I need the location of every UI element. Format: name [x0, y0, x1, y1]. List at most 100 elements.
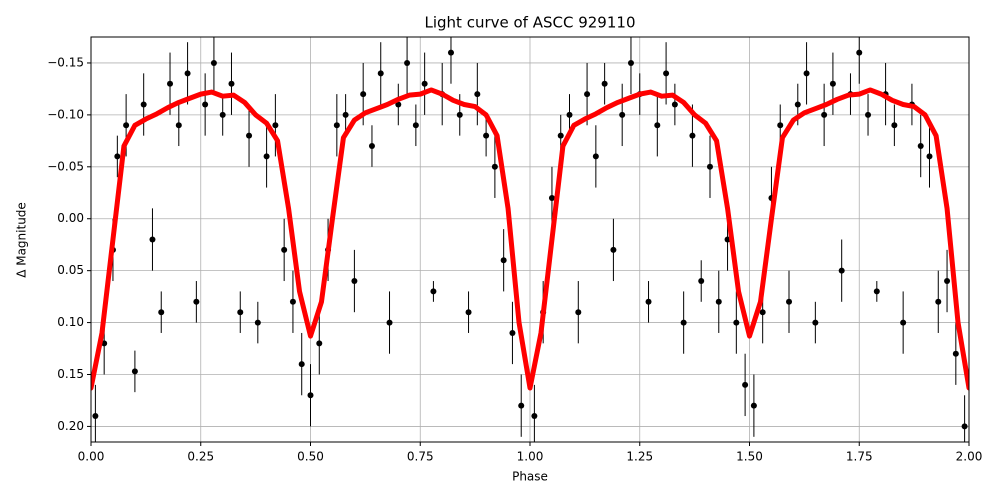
fit-line	[91, 87, 969, 391]
data-point	[619, 111, 626, 118]
data-point	[706, 163, 713, 170]
data-point	[829, 80, 836, 87]
data-point	[759, 309, 766, 316]
y-axis-label: Δ Magnitude	[15, 202, 29, 278]
x-tick-label: 1.25	[626, 450, 653, 464]
data-point	[873, 288, 880, 295]
data-point	[263, 153, 270, 160]
data-point	[246, 132, 253, 139]
data-point	[465, 309, 472, 316]
data-point	[175, 122, 182, 129]
data-point	[900, 319, 907, 326]
data-point	[777, 122, 784, 129]
y-tick-label: 0.05	[57, 263, 84, 277]
data-point	[131, 368, 138, 375]
data-point	[627, 59, 634, 66]
x-tick-label: 0.75	[407, 450, 434, 464]
y-tick-label: −0.05	[47, 159, 84, 173]
data-point	[961, 423, 968, 430]
data-point	[237, 309, 244, 316]
x-tick-label: 1.50	[736, 450, 763, 464]
data-point	[935, 298, 942, 305]
data-point	[92, 413, 99, 420]
data-point	[360, 91, 367, 98]
data-point	[307, 392, 314, 399]
data-point	[333, 122, 340, 129]
data-point	[803, 70, 810, 77]
data-point	[531, 413, 538, 420]
data-point	[654, 122, 661, 129]
data-point	[500, 257, 507, 264]
y-tick-label: 0.00	[57, 211, 84, 225]
x-axis-label: Phase	[512, 470, 548, 484]
x-tick-label: 0.00	[78, 450, 105, 464]
data-point	[566, 111, 573, 118]
data-point	[351, 278, 358, 285]
y-tick-label: −0.10	[47, 107, 84, 121]
data-point	[680, 319, 687, 326]
data-point	[715, 298, 722, 305]
data-point	[548, 194, 555, 201]
data-point	[158, 309, 165, 316]
data-point	[412, 122, 419, 129]
data-point	[447, 49, 454, 56]
data-point	[742, 381, 749, 388]
data-point	[518, 402, 525, 409]
data-point	[210, 59, 217, 66]
x-tick-label: 1.00	[517, 450, 544, 464]
data-point	[856, 49, 863, 56]
data-point	[254, 319, 261, 326]
data-point	[342, 111, 349, 118]
data-point	[289, 298, 296, 305]
data-point	[838, 267, 845, 274]
data-point	[794, 101, 801, 108]
y-tick-label: 0.15	[57, 367, 84, 381]
data-point	[184, 70, 191, 77]
data-point	[865, 111, 872, 118]
data-point	[575, 309, 582, 316]
data-point	[114, 153, 121, 160]
data-point	[377, 70, 384, 77]
data-point	[483, 132, 490, 139]
data-point	[733, 319, 740, 326]
plot-area	[91, 37, 969, 442]
data-point	[219, 111, 226, 118]
data-point	[645, 298, 652, 305]
data-point	[316, 340, 323, 347]
data-point	[610, 246, 617, 253]
chart-title: Light curve of ASCC 929110	[425, 14, 636, 32]
data-point	[750, 402, 757, 409]
data-point	[228, 80, 235, 87]
data-point	[812, 319, 819, 326]
data-point	[584, 91, 591, 98]
data-point	[671, 101, 678, 108]
data-point	[281, 246, 288, 253]
data-point	[891, 122, 898, 129]
data-point	[421, 80, 428, 87]
data-point	[193, 298, 200, 305]
data-point	[272, 122, 279, 129]
data-point	[474, 91, 481, 98]
data-point	[917, 143, 924, 150]
data-point	[689, 132, 696, 139]
y-tick-label: 0.20	[57, 419, 84, 433]
x-tick-label: 0.25	[187, 450, 214, 464]
data-point	[395, 101, 402, 108]
data-point	[491, 163, 498, 170]
data-point	[952, 350, 959, 357]
data-point	[140, 101, 147, 108]
data-point	[167, 80, 174, 87]
data-point	[456, 111, 463, 118]
data-point	[386, 319, 393, 326]
data-point	[601, 80, 608, 87]
data-point	[944, 278, 951, 285]
data-point	[123, 122, 130, 129]
axes: 0.00 0.25 0.50 0.75 1.00 1.25 1.50 1.75 2.00 −0.1…	[47, 55, 982, 463]
x-tick-label: 0.50	[297, 450, 324, 464]
data-point	[698, 278, 705, 285]
data-point	[368, 143, 375, 150]
data-point	[557, 132, 564, 139]
data-point	[509, 329, 516, 336]
data-point	[926, 153, 933, 160]
